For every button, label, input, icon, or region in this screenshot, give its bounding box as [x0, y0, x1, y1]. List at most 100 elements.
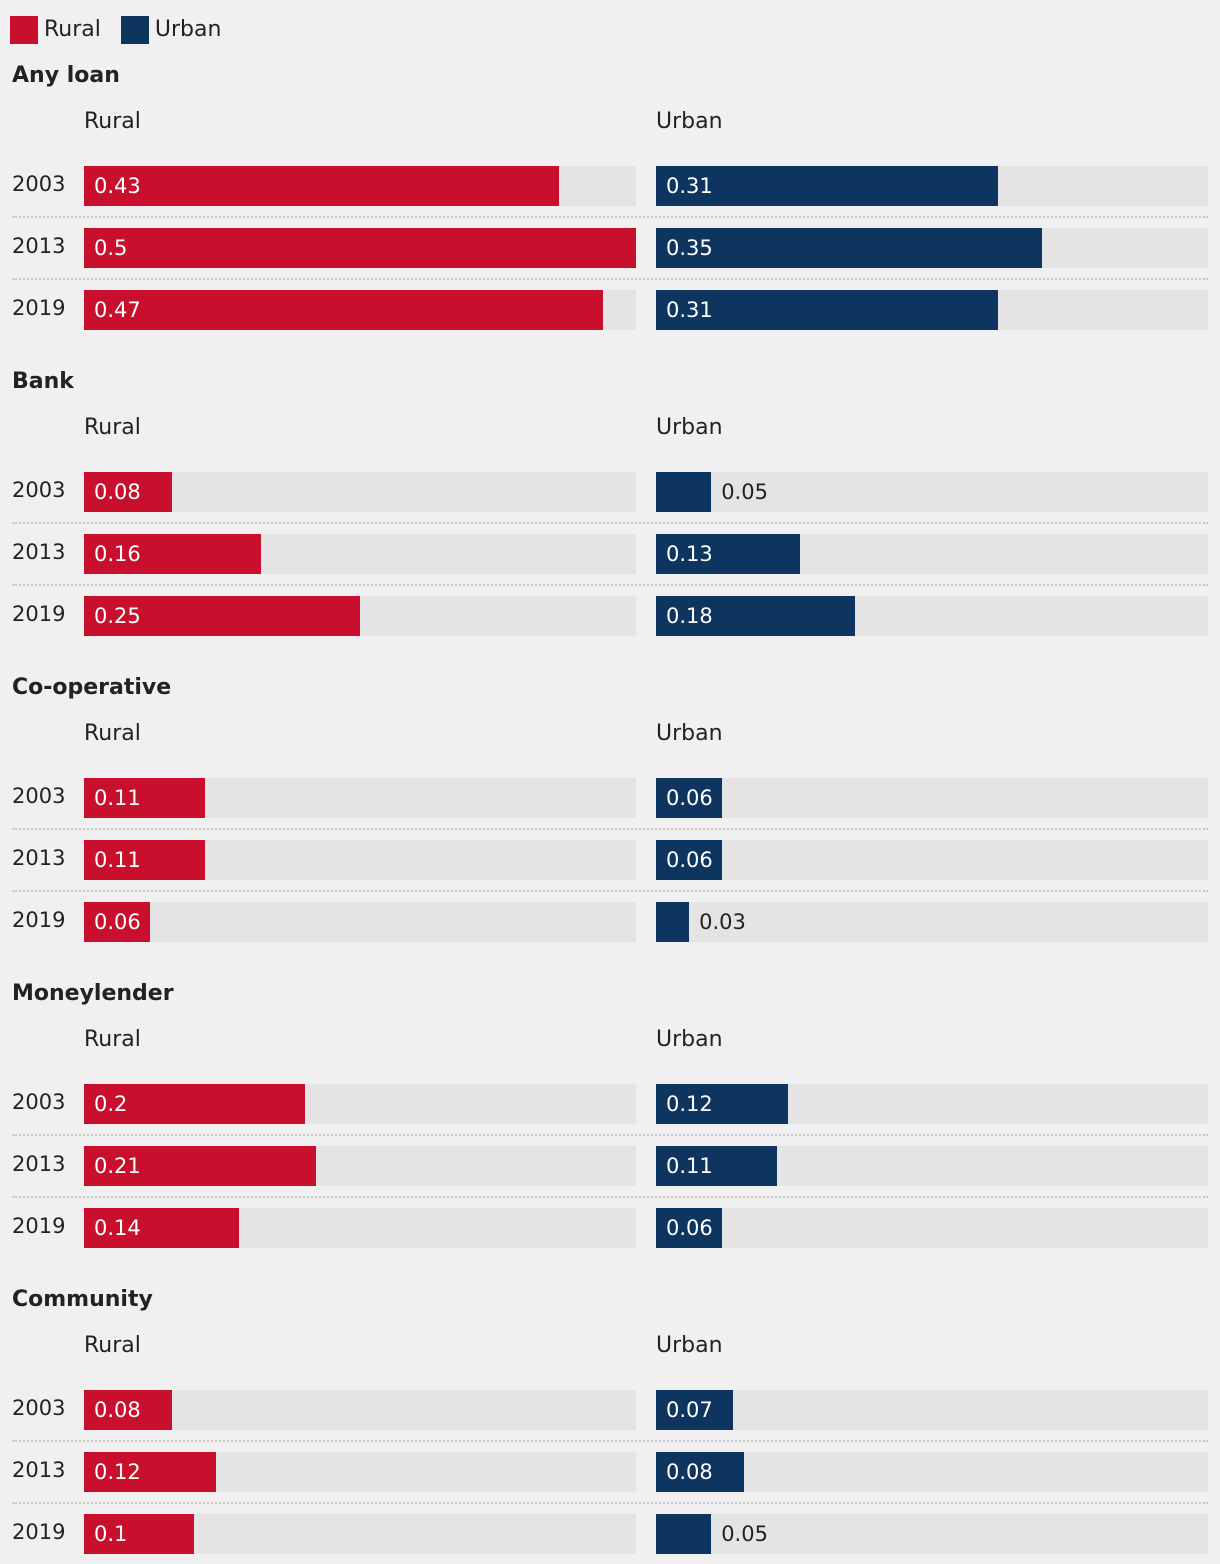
bar-track: 0.08 [656, 1452, 1208, 1492]
year-label: 2003 [12, 478, 66, 502]
year-label: 2013 [12, 1152, 66, 1176]
bar-urban-2003 [656, 166, 999, 206]
bar-rural-2003 [84, 1084, 305, 1124]
bar-urban-2013 [656, 1452, 745, 1492]
bar-rural-2019 [84, 1208, 239, 1248]
bar-track: 0.05 [656, 472, 1208, 512]
data-label: 0.06 [94, 910, 141, 934]
bar-rural-2019 [84, 290, 603, 330]
row-separator [12, 1502, 1208, 1504]
panel-bank: Bank Rural Urban 2003 0.08 0.05 2013 0.16 0.13 20… [0, 306, 1220, 636]
row-separator [12, 1134, 1208, 1136]
data-label: 0.08 [94, 480, 141, 504]
bar-rural-2013 [84, 534, 261, 574]
bar-rural-2013 [84, 1146, 316, 1186]
facet-label-rural: Rural [84, 1333, 141, 1358]
bar-urban-2003 [656, 1084, 789, 1124]
row-separator [12, 1196, 1208, 1198]
bar-track: 0.5 [84, 228, 636, 268]
bar-urban-2003 [656, 1390, 734, 1430]
row-separator [12, 216, 1208, 218]
bar-track: 0.06 [84, 902, 636, 942]
data-label: 0.5 [94, 236, 128, 260]
bar-track: 0.11 [84, 840, 636, 880]
data-label: 0.06 [666, 786, 713, 810]
panel-any-loan: Any loan Rural Urban 2003 0.43 0.31 2013 0.5 0.3… [0, 0, 1220, 330]
legend: Rural Urban [10, 16, 241, 44]
panel-moneylender: Moneylender Rural Urban 2003 0.2 0.12 2013 0.21… [0, 918, 1220, 1248]
bar-track: 0.06 [656, 778, 1208, 818]
data-label: 0.08 [666, 1460, 713, 1484]
panel-community: Community Rural Urban 2003 0.08 0.07 2013 0.12 0… [0, 1224, 1220, 1554]
data-label: 0.13 [666, 542, 713, 566]
data-label: 0.21 [94, 1154, 141, 1178]
data-label: 0.18 [666, 604, 713, 628]
data-label: 0.08 [94, 1398, 141, 1422]
bar-track: 0.18 [656, 596, 1208, 636]
bar-urban-2013 [656, 840, 723, 880]
data-label: 0.05 [721, 480, 768, 504]
bar-rural-2003 [84, 778, 206, 818]
legend-label-rural: Rural [44, 17, 101, 42]
bar-urban-2019 [656, 1208, 723, 1248]
facet-label-urban: Urban [656, 721, 723, 746]
panel-co-operative: Co-operative Rural Urban 2003 0.11 0.06 2013 0.… [0, 612, 1220, 942]
bar-rural-2003 [84, 166, 559, 206]
data-label: 0.16 [94, 542, 141, 566]
year-label: 2013 [12, 234, 66, 258]
legend-label-urban: Urban [154, 17, 222, 42]
bar-urban-2013 [656, 228, 1043, 268]
bar-urban-2019 [656, 596, 855, 636]
bar-track: 0.21 [84, 1146, 636, 1186]
bar-track: 0.16 [84, 534, 636, 574]
facet-label-urban: Urban [656, 1333, 723, 1358]
data-label: 0.11 [94, 786, 141, 810]
bar-track: 0.14 [84, 1208, 636, 1248]
facet-label-rural: Rural [84, 1027, 141, 1052]
legend-swatch-rural [10, 16, 38, 44]
facet-label-rural: Rural [84, 721, 141, 746]
year-label: 2003 [12, 172, 66, 196]
facet-label-rural: Rural [84, 109, 141, 134]
bar-track: 0.03 [656, 902, 1208, 942]
row-separator [12, 890, 1208, 892]
bar-urban-2013 [656, 1146, 778, 1186]
data-label: 0.12 [666, 1092, 713, 1116]
year-label: 2019 [12, 908, 66, 932]
data-label: 0.06 [666, 1216, 713, 1240]
data-label: 0.12 [94, 1460, 141, 1484]
data-label: 0.11 [666, 1154, 713, 1178]
bar-track: 0.05 [656, 1514, 1208, 1554]
facet-label-urban: Urban [656, 1027, 723, 1052]
panel-title: Community [12, 1287, 153, 1312]
year-label: 2003 [12, 1396, 66, 1420]
data-label: 0.31 [666, 298, 713, 322]
panel-title: Any loan [12, 63, 120, 88]
bar-rural-2003 [84, 1390, 173, 1430]
bar-track: 0.31 [656, 290, 1208, 330]
legend-item-rural: Rural [10, 16, 101, 44]
data-label: 0.2 [94, 1092, 128, 1116]
facet-label-urban: Urban [656, 109, 723, 134]
facet-label-rural: Rural [84, 415, 141, 440]
year-label: 2013 [12, 1458, 66, 1482]
facet-label-urban: Urban [656, 415, 723, 440]
data-label: 0.07 [666, 1398, 713, 1422]
row-separator [12, 522, 1208, 524]
data-label: 0.11 [94, 848, 141, 872]
bar-track: 0.1 [84, 1514, 636, 1554]
data-label: 0.1 [94, 1522, 128, 1546]
bar-track: 0.06 [656, 1208, 1208, 1248]
bar-track: 0.13 [656, 534, 1208, 574]
panel-title: Co-operative [12, 675, 172, 700]
bar-track: 0.31 [656, 166, 1208, 206]
data-label: 0.14 [94, 1216, 141, 1240]
year-label: 2013 [12, 846, 66, 870]
year-label: 2013 [12, 540, 66, 564]
bar-rural-2013 [84, 840, 206, 880]
bar-track: 0.43 [84, 166, 636, 206]
bar-rural-2019 [84, 596, 360, 636]
data-label: 0.43 [94, 174, 141, 198]
year-label: 2019 [12, 1214, 66, 1238]
bar-rural-2019 [84, 1514, 195, 1554]
